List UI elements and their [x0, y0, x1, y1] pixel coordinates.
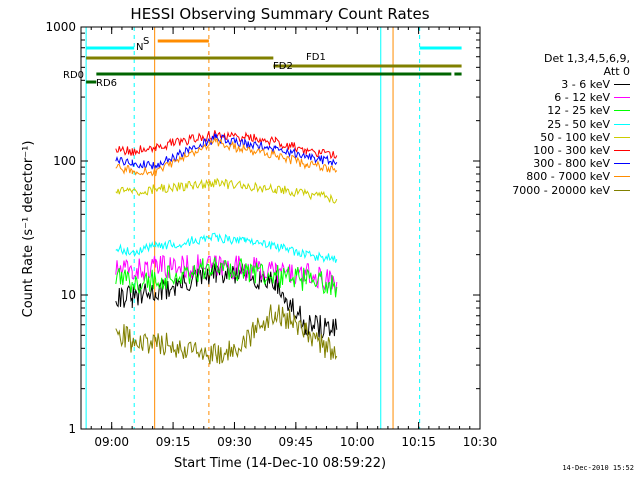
x-tick-label: 10:00	[340, 435, 375, 449]
status-label-fd2: FD2	[273, 61, 293, 72]
legend-swatch	[614, 97, 630, 99]
x-tick-label: 09:15	[156, 435, 191, 449]
series-group	[115, 130, 338, 365]
legend-entry: 50 - 100 keV	[478, 131, 630, 144]
y-tick-label: 1	[68, 422, 76, 436]
status-bars: NS FD1 FD2 RD0 RD6	[63, 36, 462, 89]
legend-entry: 300 - 800 keV	[478, 157, 630, 170]
y-axis-ticks: 1 10 100 1000	[45, 20, 480, 436]
series-line-3-6keV	[115, 262, 338, 340]
x-tick-label: 09:45	[279, 435, 314, 449]
series-line-300-800keV	[115, 132, 338, 171]
status-label-fd1: FD1	[306, 52, 326, 63]
x-tick-label: 09:30	[217, 435, 252, 449]
status-label-s: S	[143, 36, 149, 47]
legend: Det 1,3,4,5,6,9, Att 0 3 - 6 keV 6 - 12 k…	[478, 52, 630, 197]
y-tick-label: 1000	[45, 20, 76, 34]
legend-swatch	[614, 163, 630, 165]
legend-label: 800 - 7000 keV	[526, 170, 610, 184]
legend-entry: 100 - 300 keV	[478, 144, 630, 157]
x-tick-label: 10:15	[401, 435, 436, 449]
series-line-6-12keV	[115, 254, 338, 294]
legend-label: 100 - 300 keV	[533, 144, 610, 158]
series-line-50-100keV	[115, 177, 338, 204]
legend-swatch	[614, 136, 630, 138]
vertical-markers	[85, 27, 421, 429]
legend-swatch	[614, 189, 630, 191]
chart-title: HESSI Observing Summary Count Rates	[130, 5, 429, 23]
x-axis-label: Start Time (14-Dec-10 08:59:22)	[174, 456, 386, 471]
legend-entry: 800 - 7000 keV	[478, 170, 630, 183]
legend-entry: 6 - 12 keV	[478, 91, 630, 104]
legend-header-line-2: Att 0	[603, 65, 630, 78]
legend-entry: 12 - 25 keV	[478, 104, 630, 117]
x-tick-label: 09:00	[94, 435, 129, 449]
legend-label: 25 - 50 keV	[547, 117, 610, 131]
legend-label: 50 - 100 keV	[540, 130, 610, 144]
status-label-rd6: RD6	[96, 78, 117, 89]
series-line-100-300keV	[115, 130, 338, 160]
status-label-n: N	[136, 42, 143, 53]
timestamp: 14-Dec-2010 15:52	[562, 464, 634, 472]
legend-label: 300 - 800 keV	[533, 157, 610, 171]
legend-swatch	[614, 123, 630, 125]
legend-label: 3 - 6 keV	[561, 78, 610, 92]
legend-entry: 25 - 50 keV	[478, 118, 630, 131]
legend-swatch	[614, 176, 630, 178]
legend-swatch	[614, 150, 630, 152]
series-line-12-25keV	[115, 257, 338, 298]
series-line-800-7000keV	[115, 136, 338, 177]
series-line-7000-20000keV	[115, 304, 338, 365]
plot-frame	[80, 26, 481, 430]
status-label-rd0: RD0	[63, 70, 84, 81]
legend-swatch	[614, 110, 630, 112]
x-axis-ticks: 09:00 09:15 09:30 09:45 10:00 10:15 10:30	[80, 27, 498, 449]
y-axis-label: Count Rate (s⁻¹ detector⁻¹)	[21, 141, 36, 318]
legend-label: 12 - 25 keV	[547, 104, 610, 118]
legend-swatch	[614, 84, 630, 86]
y-tick-label: 10	[61, 288, 76, 302]
legend-label: 6 - 12 keV	[554, 91, 610, 105]
legend-entry: 3 - 6 keV	[478, 78, 630, 91]
series-line-25-50keV	[115, 232, 338, 263]
legend-header-line-1: Det 1,3,4,5,6,9,	[543, 52, 630, 65]
x-tick-label: 10:30	[463, 435, 498, 449]
legend-label: 7000 - 20000 keV	[512, 183, 610, 197]
y-tick-label: 100	[53, 154, 76, 168]
legend-entry: 7000 - 20000 keV	[478, 184, 630, 197]
legend-rows: 3 - 6 keV 6 - 12 keV 12 - 25 keV 25 - 50 ke…	[478, 78, 630, 197]
